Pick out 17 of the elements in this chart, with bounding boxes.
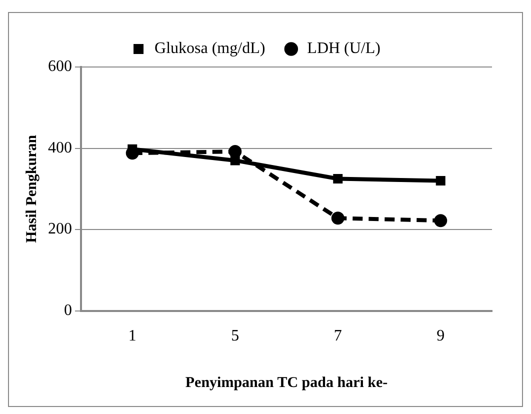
y-tick-label: 400 [48,139,72,156]
point [434,214,448,228]
y-tick-label: 0 [64,302,72,320]
x-axis-title: Penyimpanan TC pada hari ke- [185,374,388,391]
x-tick-label: 9 [436,328,445,345]
legend-label: LDH (U/L) [307,40,380,58]
x-tick-label: 5 [231,328,240,345]
x-tick-label: 7 [334,328,342,345]
point [331,212,344,225]
point [230,156,240,166]
y-tick-label: 600 [48,58,72,76]
y-axis-title: Hasil Pengkuran [24,134,40,243]
x-tick-label: 1 [128,328,136,345]
point [333,174,343,184]
legend-label: Glukosa (mg/dL) [154,40,266,58]
point [436,176,446,186]
y-tick-label: 200 [48,220,72,238]
